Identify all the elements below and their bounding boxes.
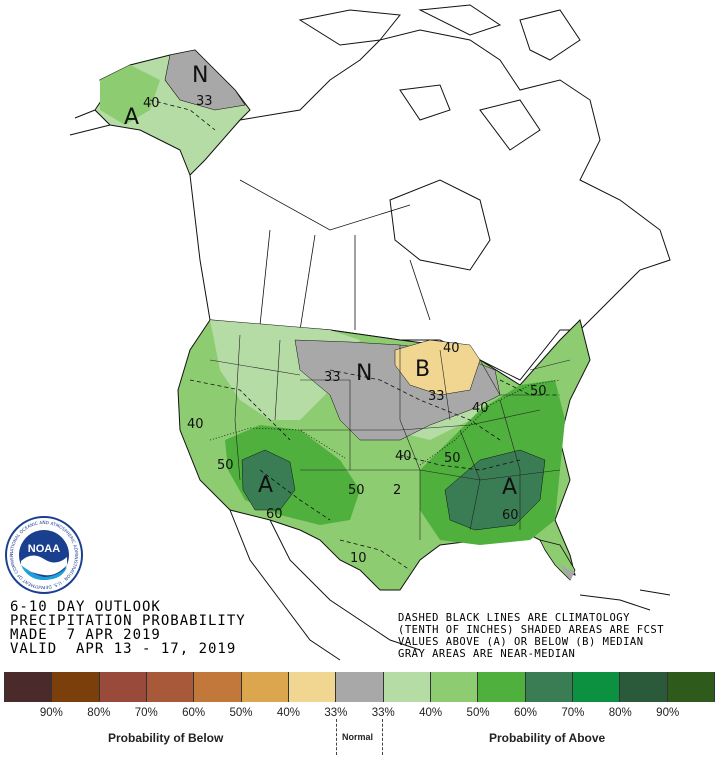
sw-dark-green [241, 449, 296, 511]
normal-divider-right [382, 719, 383, 755]
legend-tick-label: 33% [324, 707, 348, 719]
alaska-gray [164, 49, 246, 111]
legend-tick-label: 33% [371, 707, 395, 719]
legend-tick-label: 40% [419, 707, 443, 719]
tx-10-label: 10 [350, 551, 367, 566]
s-50-label: 50 [348, 483, 365, 498]
title-line4: VALID APR 13 - 17, 2019 [10, 641, 237, 657]
mw-33-label: 33 [324, 370, 341, 385]
legend-swatch [667, 672, 715, 702]
mexico-outline [229, 509, 421, 661]
normal-divider-left [336, 719, 337, 755]
ak-a-label: A [124, 105, 139, 130]
legend-tick-label: 70% [134, 707, 158, 719]
legend-swatch [241, 672, 289, 702]
legend-swatch [525, 672, 573, 702]
alaska-green [100, 65, 160, 125]
legend-tick-label: 50% [466, 707, 490, 719]
legend-tick-label: 60% [513, 707, 537, 719]
legend-tick-label: 60% [182, 707, 206, 719]
legend-tick-label: 80% [608, 707, 632, 719]
title-line3: MADE 7 APR 2019 [10, 627, 161, 643]
legend-tick-label: 90% [656, 707, 680, 719]
legend-tick-spacer [4, 707, 28, 719]
legend-swatch [478, 672, 526, 702]
legend-above-caption: Probability of Above [489, 731, 606, 745]
mw-33b-label: 33 [428, 389, 445, 404]
legend-swatch [194, 672, 242, 702]
legend-tick-label: 40% [276, 707, 300, 719]
legend-swatch [288, 672, 337, 702]
mw-b-label: B [415, 357, 430, 382]
state-borders [209, 334, 571, 540]
legend-ticks: 90% 80% 70% 60% 50% 40% 33% 33% 40% 50% 60% 70% 80% 9… [4, 707, 715, 719]
sw-60-label: 60 [266, 507, 283, 522]
sw-50-label: 50 [217, 458, 234, 473]
title-line1: 6-10 DAY OUTLOOK [10, 599, 161, 615]
legend-swatch [383, 672, 431, 702]
e-50-label: 50 [530, 384, 547, 399]
notes-line3: VALUES ABOVE (A) OR BELOW (B) MEDIAN [398, 636, 644, 648]
legend-swatch [336, 672, 384, 702]
province-borders [239, 179, 431, 331]
aleutians [69, 109, 111, 136]
probability-contours [209, 379, 561, 466]
legend-tick-label: 90% [39, 707, 63, 719]
title-line2: PRECIPITATION PROBABILITY [10, 613, 246, 629]
e-40-label: 40 [472, 401, 489, 416]
caribbean-islands [579, 589, 671, 611]
se-60-label: 60 [502, 508, 519, 523]
map-labels: N 33 40 A 33 N B 33 40 40 50 A 60 40 50 … [124, 63, 547, 566]
ak-40-label: 40 [143, 96, 160, 111]
outlook-map: N 33 40 A 33 N B 33 40 40 50 A 60 40 50 … [69, 4, 671, 661]
legend-swatch [430, 672, 479, 702]
noaa-logo-text: NOAA [28, 543, 60, 555]
s-2-label: 2 [393, 483, 401, 498]
legend-swatch [572, 672, 621, 702]
legend-below-caption: Probability of Below [108, 731, 224, 745]
notes-line4: GRAY AREAS ARE NEAR-MEDIAN [398, 648, 576, 660]
mw-40-label: 40 [443, 341, 460, 356]
legend-tick-spacer [691, 707, 715, 719]
legend-swatch [4, 672, 53, 702]
legend-swatch [99, 672, 147, 702]
legend-normal-caption: Normal [342, 732, 374, 742]
ak-n-label: N [192, 63, 208, 88]
noaa-logo: NATIONAL OCEANIC AND ATMOSPHERIC ADMINIS… [4, 515, 83, 594]
w-40-label: 40 [187, 417, 204, 432]
notes-block: DASHED BLACK LINES ARE CLIMATOLOGY (TENT… [398, 612, 716, 660]
notes-line1: DASHED BLACK LINES ARE CLIMATOLOGY [398, 612, 630, 624]
title-block: 6-10 DAY OUTLOOK PRECIPITATION PROBABILI… [10, 600, 246, 656]
notes-line2: (TENTH OF INCHES) SHADED AREAS ARE FCST [398, 624, 665, 636]
legend-swatch [620, 672, 668, 702]
legend-swatch [146, 672, 195, 702]
sw-a-label: A [258, 473, 273, 498]
arctic-islands [298, 4, 581, 151]
legend-tick-label: 80% [87, 707, 111, 719]
legend-swatch [52, 672, 100, 702]
legend-tick-label: 70% [561, 707, 585, 719]
climatology-contours [149, 99, 560, 571]
hudson-bay [389, 179, 491, 271]
se-a-label: A [502, 475, 517, 500]
florida-gray-tip [560, 565, 575, 580]
legend-color-bar [4, 672, 715, 702]
legend-tick-label: 50% [229, 707, 253, 719]
c-40-label: 40 [395, 449, 412, 464]
mw-n-label: N [356, 361, 372, 386]
c-50-label: 50 [444, 451, 461, 466]
ak-33-label: 33 [196, 94, 213, 109]
